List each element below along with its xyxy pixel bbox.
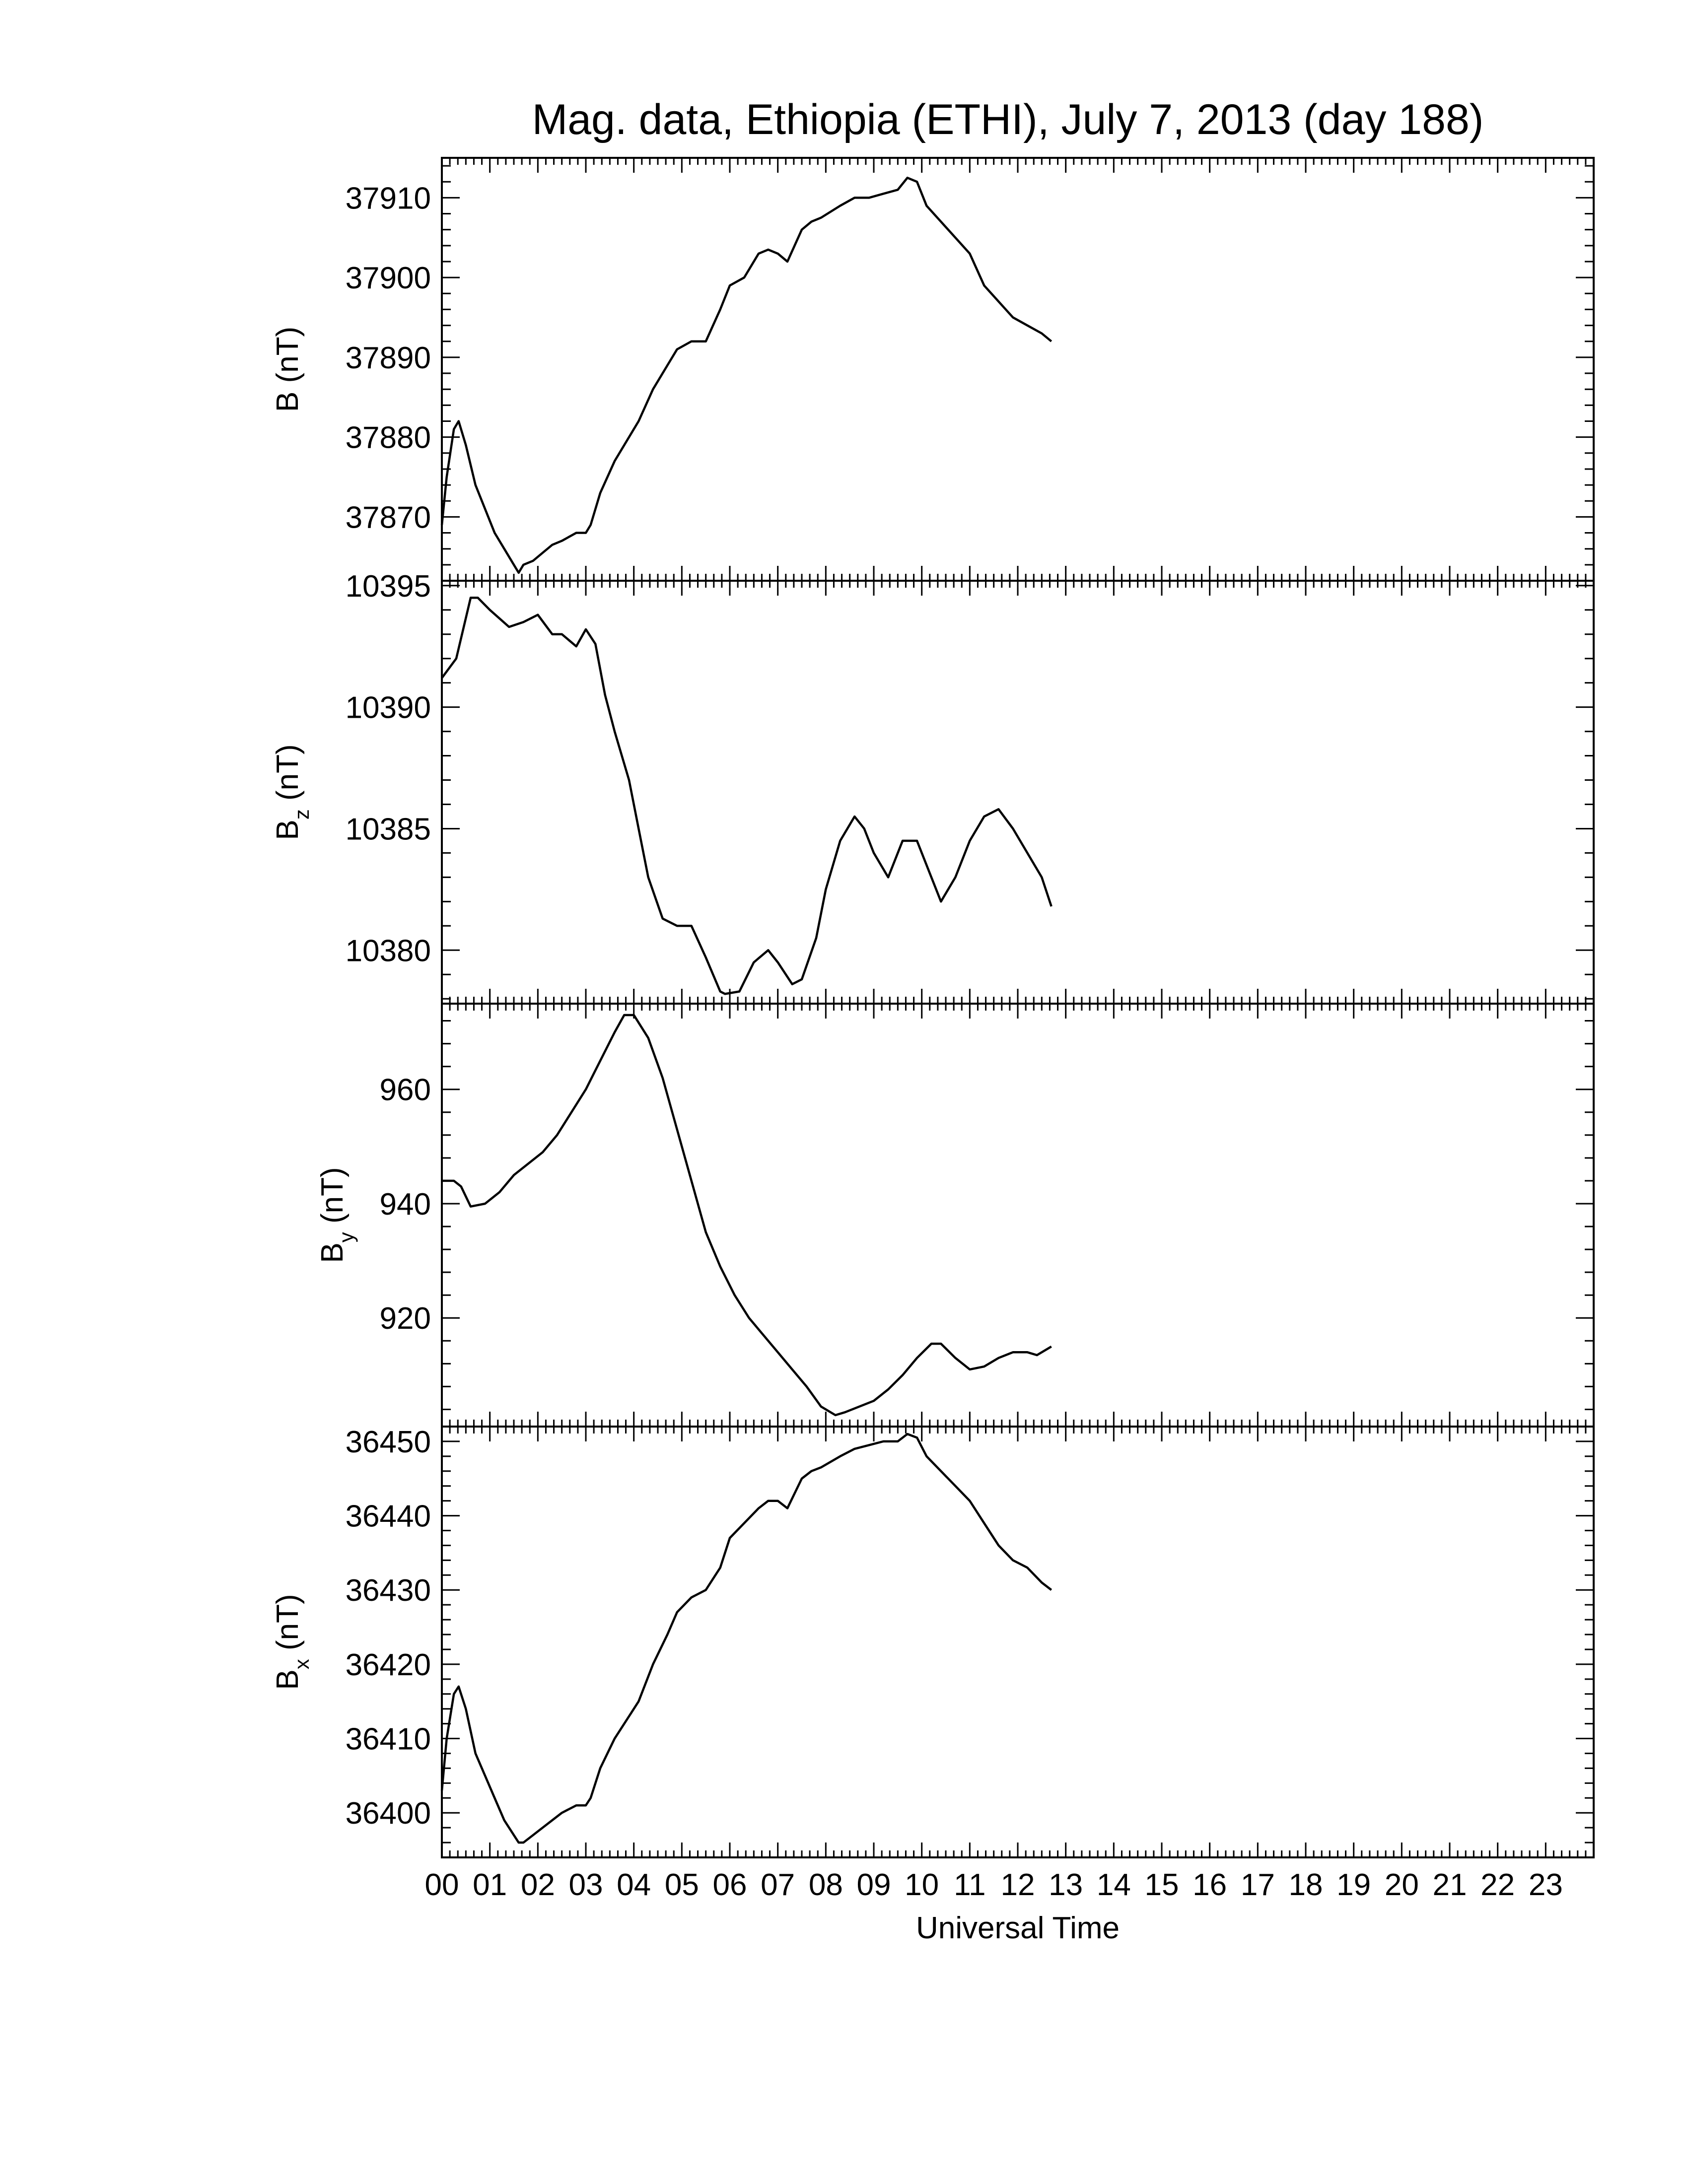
series-line-b bbox=[440, 176, 1053, 574]
x-tick-label: 16 bbox=[1193, 1868, 1227, 1902]
y-axis-label: B (nT) bbox=[271, 327, 305, 412]
series-line-bz bbox=[441, 597, 1053, 995]
y-tick-label: 10380 bbox=[346, 934, 431, 968]
chart-title: Mag. data, Ethiopia (ETHI), July 7, 2013… bbox=[532, 96, 1484, 143]
x-axis-label: Universal Time bbox=[916, 1911, 1120, 1945]
x-tick-label: 06 bbox=[713, 1868, 747, 1902]
y-tick-label: 36420 bbox=[346, 1648, 431, 1682]
y-axis-label: By (nT) bbox=[315, 1167, 358, 1263]
x-tick-label: 20 bbox=[1385, 1868, 1419, 1902]
y-tick-label: 37890 bbox=[346, 341, 431, 375]
x-tick-label: 05 bbox=[665, 1868, 699, 1902]
y-tick-label: 940 bbox=[380, 1187, 431, 1222]
panel-frame bbox=[441, 1426, 1595, 1858]
panel-b: 37870 37880 37890 37900 37910 B (nT) bbox=[271, 157, 1595, 582]
x-tick-label: 19 bbox=[1336, 1868, 1371, 1902]
x-tick-label: 00 bbox=[425, 1868, 459, 1902]
y-tick-label: 37870 bbox=[346, 500, 431, 535]
panel-bx: 36400 36410 36420 36430 36440 36450 Bx (nT) bbox=[271, 1425, 1595, 1858]
y-tick-label: 10385 bbox=[346, 812, 431, 846]
x-tick-label: 15 bbox=[1145, 1868, 1179, 1902]
x-tick-label: 18 bbox=[1289, 1868, 1323, 1902]
x-tick-label: 03 bbox=[569, 1868, 603, 1902]
x-tick-label: 01 bbox=[473, 1868, 507, 1902]
x-tick-labels: 00 01 02 03 04 05 06 07 08 09 10 11 12 13 14 15 16 17 18 19… bbox=[425, 1868, 1563, 1902]
y-tick-label: 920 bbox=[380, 1301, 431, 1336]
y-tick-label: 37910 bbox=[346, 181, 431, 215]
y-axis-label: Bz (nT) bbox=[271, 744, 313, 840]
x-tick-label: 21 bbox=[1433, 1868, 1467, 1902]
panel-by: 920 940 960 By (nT) bbox=[315, 1003, 1595, 1428]
x-tick-label: 14 bbox=[1097, 1868, 1131, 1902]
y-tick-label: 36450 bbox=[346, 1425, 431, 1459]
y-tick-label: 37880 bbox=[346, 421, 431, 455]
y-axis-label: Bx (nT) bbox=[271, 1594, 313, 1690]
x-tick-label: 23 bbox=[1529, 1868, 1563, 1902]
x-tick-label: 22 bbox=[1480, 1868, 1515, 1902]
panel-frame bbox=[441, 157, 1595, 582]
x-tick-label: 10 bbox=[905, 1868, 939, 1902]
x-tick-label: 09 bbox=[857, 1868, 891, 1902]
x-tick-label: 04 bbox=[617, 1868, 651, 1902]
y-tick-label: 960 bbox=[380, 1073, 431, 1107]
panel-frame bbox=[441, 1003, 1595, 1428]
series-line-bx bbox=[440, 1433, 1053, 1844]
y-tick-label: 10390 bbox=[346, 691, 431, 725]
y-tick-label: 37900 bbox=[346, 261, 431, 295]
y-tick-label: 36440 bbox=[346, 1500, 431, 1534]
panel-frame bbox=[441, 580, 1595, 1005]
y-tick-label: 36410 bbox=[346, 1722, 431, 1757]
series-line-by bbox=[442, 1014, 1052, 1417]
y-tick-label: 10395 bbox=[346, 569, 431, 604]
panel-bz: 10380 10385 10390 10395 Bz (nT) bbox=[271, 569, 1595, 1005]
x-tick-label: 11 bbox=[954, 1868, 985, 1902]
x-tick-label: 17 bbox=[1241, 1868, 1275, 1902]
x-tick-label: 07 bbox=[761, 1868, 795, 1902]
y-tick-label: 36400 bbox=[346, 1796, 431, 1831]
x-tick-label: 13 bbox=[1049, 1868, 1083, 1902]
y-tick-label: 36430 bbox=[346, 1573, 431, 1608]
x-tick-label: 02 bbox=[521, 1868, 555, 1902]
x-tick-label: 08 bbox=[809, 1868, 843, 1902]
x-tick-label: 12 bbox=[1001, 1868, 1035, 1902]
